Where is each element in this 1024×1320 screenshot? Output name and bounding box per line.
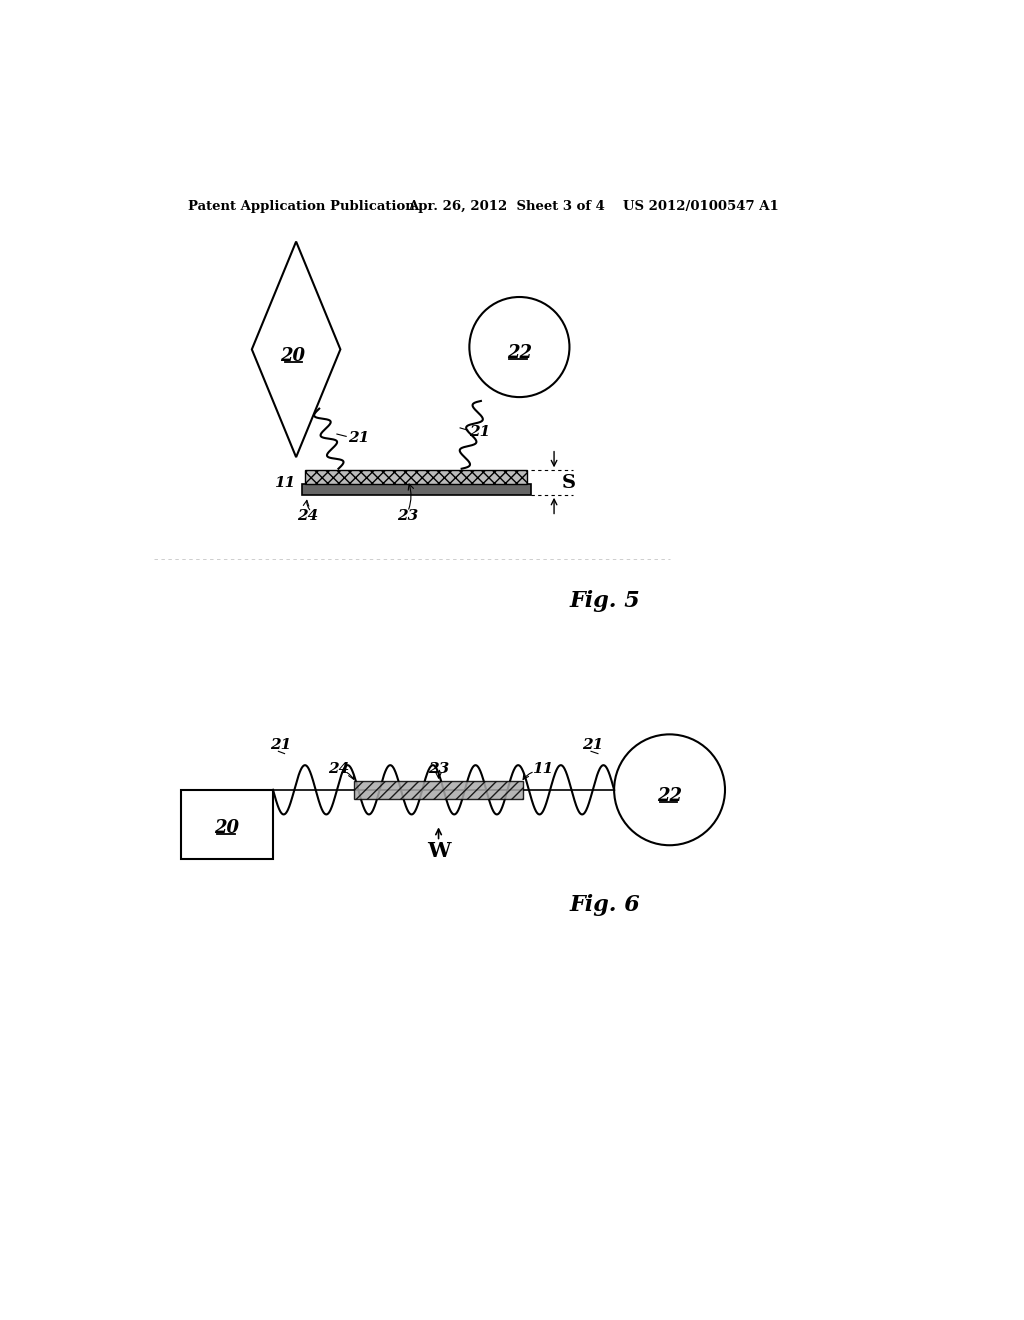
Text: 22: 22 [507, 345, 531, 362]
Text: 24: 24 [328, 762, 349, 776]
Text: Patent Application Publication: Patent Application Publication [188, 199, 415, 213]
Text: 24: 24 [297, 510, 318, 524]
Text: 11: 11 [531, 762, 553, 776]
Text: 23: 23 [428, 762, 450, 776]
Text: Fig. 5: Fig. 5 [569, 590, 640, 612]
Text: W: W [427, 841, 451, 862]
Bar [354, 780, 523, 799]
Text: US 2012/0100547 A1: US 2012/0100547 A1 [624, 199, 779, 213]
Text: Apr. 26, 2012  Sheet 3 of 4: Apr. 26, 2012 Sheet 3 of 4 [408, 199, 604, 213]
Text: Fig. 6: Fig. 6 [569, 895, 640, 916]
Text: 21: 21 [348, 430, 369, 445]
Bar [305, 470, 527, 484]
Text: 21: 21 [469, 425, 490, 438]
Text: 21: 21 [582, 738, 603, 752]
Bar [180, 789, 273, 859]
Text: S: S [562, 474, 575, 491]
Bar [301, 484, 531, 495]
Text: 21: 21 [270, 738, 292, 752]
Text: 11: 11 [274, 475, 295, 490]
Text: 23: 23 [397, 510, 419, 524]
Text: 20: 20 [214, 820, 240, 837]
Text: 20: 20 [280, 347, 305, 364]
Text: 22: 22 [657, 787, 682, 805]
